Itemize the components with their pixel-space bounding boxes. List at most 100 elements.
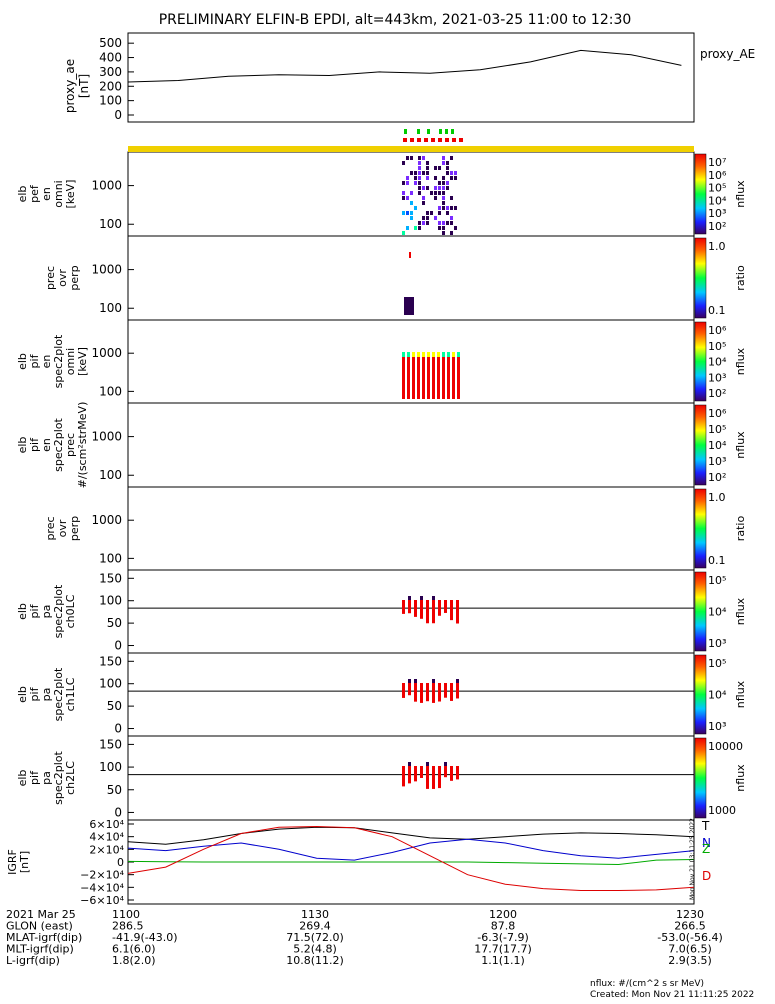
- spectrogram-cell: [434, 176, 437, 180]
- orbit-value: -53.0(-56.4): [657, 931, 723, 944]
- flag-green-mark: [445, 129, 448, 134]
- ae-ylabel: proxy_ae: [63, 59, 77, 113]
- spectrogram-cell: [410, 191, 413, 195]
- flag-green-mark: [439, 129, 442, 134]
- spectrogram-cell: [434, 216, 437, 220]
- spectrogram-cell: [434, 166, 437, 170]
- orbit-value: 2.9(3.5): [668, 954, 712, 967]
- spectrogram-cell: [446, 171, 449, 175]
- pa-cell: [408, 596, 411, 600]
- spectrogram-cell: [450, 216, 453, 220]
- spectrogram-ylabel-line: spec2plot: [52, 584, 65, 638]
- ae-ytick-label: 500: [99, 36, 122, 50]
- pa-cell: [444, 766, 447, 778]
- pa-cell: [426, 683, 429, 702]
- spectrogram-cell: [426, 161, 429, 165]
- colorbar-tick-label: 1.0: [708, 491, 726, 504]
- colorbar-strip: [694, 654, 707, 735]
- spectrogram-cell: [402, 196, 405, 200]
- orbit-row-label: L-igrf(dip): [6, 954, 60, 967]
- spectrogram-ytick-label: 0: [114, 722, 122, 736]
- pa-cell: [444, 683, 447, 698]
- pa-cell: [414, 766, 417, 782]
- orbit-row-label: MLT-igrf(dip): [6, 943, 74, 956]
- colorbar-tick-label: 0.1: [708, 304, 726, 317]
- spectrogram-cell: [442, 156, 445, 160]
- spectrogram-ylabel-line: prec: [64, 433, 77, 457]
- spectrogram-ytick-label: 50: [107, 616, 122, 630]
- spectrogram-ytick-label: 100: [99, 468, 122, 482]
- spectrogram-ylabel-line: en: [40, 438, 53, 452]
- spectrogram-cell: [454, 176, 457, 180]
- ratio-cell: [404, 297, 414, 315]
- spectrogram-cell: [414, 171, 417, 175]
- spectrogram-ytick-label: 1000: [91, 430, 122, 444]
- orbit-value: 17.7(17.7): [474, 943, 532, 956]
- pa-cell: [426, 600, 429, 624]
- colorbar-tick-label: 10³: [708, 720, 726, 733]
- pa-cell: [438, 766, 441, 789]
- colorbar-tick-label: 10²: [708, 471, 726, 484]
- spectrogram-ytick-label: 0: [114, 805, 122, 819]
- orbit-value: 5.2(4.8): [293, 943, 337, 956]
- spectrogram-cell: [450, 206, 453, 210]
- pa-cell: [408, 679, 411, 683]
- spectrogram-cell: [426, 221, 429, 225]
- pa-cell: [444, 600, 447, 613]
- spectrogram-cell: [422, 196, 425, 200]
- spectrogram-cell: [450, 196, 453, 200]
- spectrogram-cell: [442, 176, 445, 180]
- spectrogram-ylabel-line: ovr: [56, 269, 69, 287]
- ae-legend-label: proxy_AE: [700, 47, 755, 61]
- spectrogram-cell: [426, 211, 429, 215]
- igrf-ytick-label: −2×10⁴: [80, 869, 124, 882]
- spectrogram-cell: [446, 211, 449, 215]
- spectrogram-cell: [402, 231, 405, 235]
- colorbar-tick-label: 10²: [708, 387, 726, 400]
- orbit-row-label: 2021 Mar 25: [6, 908, 76, 921]
- spectrogram-cell: [442, 352, 445, 357]
- spectrogram-ylabel-line: omni: [52, 180, 65, 207]
- colorbar-tick-label: 10³: [708, 207, 726, 220]
- pa-cell: [408, 683, 411, 696]
- spectrogram-cell: [417, 352, 420, 357]
- orbit-value: 10.8(11.2): [286, 954, 344, 967]
- spectrogram-cell: [438, 181, 441, 185]
- spectrogram-cell: [432, 357, 435, 399]
- spectrogram-ylabel-line: ch1LC: [64, 677, 77, 711]
- spectrogram-cell: [418, 161, 421, 165]
- pa-cell: [426, 762, 429, 766]
- spectrogram-cell: [442, 226, 445, 230]
- spectrogram-ylabel-line: en: [40, 355, 53, 369]
- spectrogram-cell: [426, 171, 429, 175]
- spectrogram-cell: [457, 357, 460, 399]
- colorbar-tick-label: 10⁵: [708, 423, 726, 436]
- pa-cell: [444, 762, 447, 766]
- science-zone-bar: [128, 146, 694, 152]
- colorbar-tick-label: 10⁶: [708, 169, 727, 182]
- spectrogram-cell: [438, 206, 441, 210]
- spectrogram-cell: [442, 191, 445, 195]
- pa-cell: [432, 600, 435, 624]
- igrf-ylabel-units: [nT]: [18, 851, 31, 873]
- colorbar-label: nflux: [734, 680, 747, 708]
- figure-title: PRELIMINARY ELFIN-B EPDI, alt=443km, 202…: [159, 12, 632, 28]
- spectrogram-cell: [434, 186, 437, 190]
- orbit-value: 6.1(6.0): [112, 943, 156, 956]
- spectrogram-cell: [450, 171, 453, 175]
- spectrogram-cell: [418, 166, 421, 170]
- flag-red-mark: [403, 138, 407, 142]
- spectrogram-ytick-label: 100: [99, 301, 122, 315]
- spectrogram-cell: [437, 357, 440, 399]
- pa-cell: [450, 600, 453, 621]
- spectrogram-cell: [402, 211, 405, 215]
- colorbar-tick-label: 1000: [708, 804, 736, 817]
- spectrogram-cell: [418, 156, 421, 160]
- spectrogram-cell: [447, 352, 450, 357]
- igrf-ytick-label: −4×10⁴: [80, 881, 124, 894]
- spectrogram-ylabel-line: spec2plot: [52, 334, 65, 388]
- ae-ytick-label: 400: [99, 51, 122, 65]
- pa-cell: [414, 600, 417, 617]
- pa-cell: [432, 596, 435, 600]
- orbit-value: 87.8: [491, 920, 516, 933]
